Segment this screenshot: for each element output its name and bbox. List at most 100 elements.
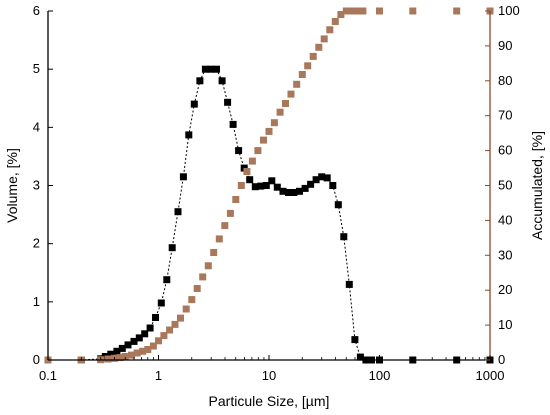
data-point [342,7,350,15]
data-point [139,347,147,355]
data-point [201,65,209,73]
data-point [409,7,417,15]
data-point [135,334,143,342]
data-point [353,7,361,15]
y-left-tick-label: 6 [33,3,40,18]
data-point [193,285,201,292]
data-point [301,184,309,192]
x-axis-label: Particule Size, [µm] [209,393,330,409]
data-point [296,187,303,195]
data-point [113,347,121,355]
y-left-tick-label: 2 [33,236,40,251]
data-point [348,7,356,15]
data-point [210,249,218,256]
y-right-tick-label: 40 [498,212,512,227]
y-right-tick-label: 100 [498,3,520,18]
data-point [118,344,126,352]
data-point [218,77,226,85]
data-point [262,182,270,189]
data-point [453,7,461,15]
data-point [152,314,159,321]
y-left-tick-label: 3 [33,178,40,193]
y-right-tick-label: 80 [498,73,512,88]
data-point [356,353,364,361]
data-point [155,337,162,345]
data-point [315,43,323,51]
data-point [204,262,212,270]
y-right-tick-label: 10 [498,317,512,332]
data-point [359,7,367,15]
data-point [276,108,284,116]
y-left-tick-label: 4 [33,119,40,134]
data-point [149,342,157,350]
x-tick-label: 100 [369,368,391,383]
y-right-tick-label: 70 [498,108,512,123]
data-point [309,52,317,60]
data-point [287,90,295,98]
axes [47,10,491,361]
data-point [293,80,301,88]
data-point [268,177,276,185]
x-tick-label: 1000 [476,368,505,383]
data-point [141,330,149,338]
data-point [144,346,152,353]
data-point [130,337,138,345]
data-point [304,62,312,70]
data-point [196,77,204,85]
data-point [207,65,215,73]
y-right-tick-label: 50 [498,178,512,193]
data-point [345,280,353,288]
series-line [48,68,490,361]
data-point [160,332,168,340]
data-point [232,196,240,203]
data-point [133,349,141,357]
data-point [237,182,245,189]
y-left-tick-label: 5 [33,61,40,76]
data-point [128,351,135,359]
data-point [331,18,339,25]
data-point [157,299,165,307]
x-tick-label: 1 [155,368,162,383]
data-point [235,147,243,155]
data-point [174,208,182,216]
data-point [177,314,184,322]
data-point [282,100,289,107]
data-point [121,353,129,360]
data-point [163,276,171,284]
data-point [221,222,229,230]
data-point [213,65,220,73]
data-point [318,173,326,181]
y-left-tick-label: 1 [33,294,40,309]
data-point [323,174,331,182]
data-point [185,131,193,139]
data-point [290,189,298,196]
data-point [166,326,174,334]
x-tick-label: 0.1 [39,368,57,383]
data-point [224,98,232,106]
data-point [229,120,237,128]
data-point [179,173,187,181]
data-point [171,320,179,328]
y-right-tick-label: 30 [498,247,512,262]
data-point [298,71,306,78]
data-point [254,147,262,155]
y-right-tick-label: 90 [498,38,512,53]
data-point [168,244,176,252]
data-point [116,354,124,362]
data-point [243,168,251,175]
data-point [182,305,190,313]
data-point [248,157,256,165]
data-point [199,273,207,281]
data-point [246,176,254,184]
data-point [329,182,337,189]
y-axis-left-label: Volume, [%] [4,148,20,223]
data-point [104,355,112,363]
data-point [107,350,115,358]
y-left-tick-label: 0 [33,352,40,367]
data-point [270,119,278,127]
data-point [320,35,328,43]
data-point [337,11,345,18]
data-point [334,201,342,209]
data-point [215,235,223,243]
